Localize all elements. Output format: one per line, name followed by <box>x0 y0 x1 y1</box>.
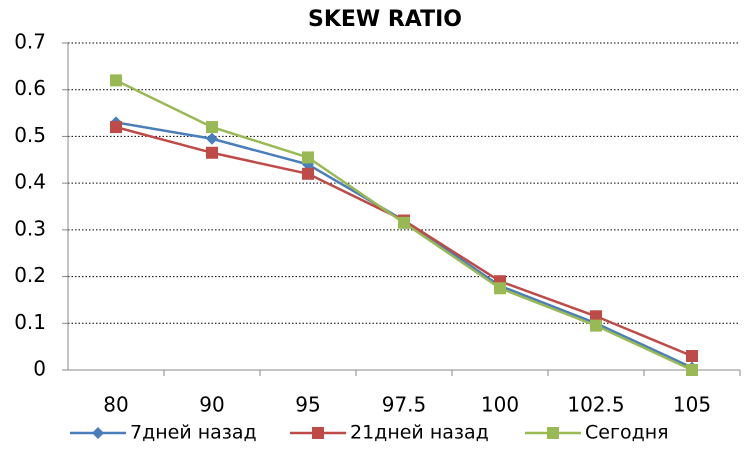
x-tick-label: 80 <box>103 393 128 417</box>
point <box>686 364 698 376</box>
chart-title: SKEW RATIO <box>308 7 462 32</box>
point <box>92 427 104 439</box>
y-tick-label: 0 <box>33 357 46 381</box>
point <box>206 121 218 134</box>
point <box>686 349 698 362</box>
y-tick-label: 0.7 <box>14 30 46 54</box>
point <box>398 216 410 229</box>
legend-label: 7дней назад <box>130 422 257 444</box>
point <box>206 132 218 145</box>
point <box>312 427 324 439</box>
x-tick-label: 100 <box>481 393 519 417</box>
point <box>302 151 314 164</box>
point <box>547 427 559 439</box>
y-tick-label: 0.1 <box>14 310 46 334</box>
point <box>494 282 506 295</box>
point <box>110 121 122 134</box>
x-tick-label: 97.5 <box>382 393 427 417</box>
y-tick-label: 0.6 <box>14 76 46 100</box>
y-tick-label: 0.5 <box>14 123 46 147</box>
point <box>302 167 314 180</box>
x-tick-label: 95 <box>295 393 320 417</box>
series-line <box>115 125 693 358</box>
x-tick-label: 105 <box>673 393 711 417</box>
y-tick-label: 0.3 <box>14 216 46 240</box>
x-tick-label: 90 <box>199 393 224 417</box>
point <box>110 74 122 87</box>
point <box>590 319 602 332</box>
legend-label: Сегодня <box>585 422 669 444</box>
y-tick-label: 0.4 <box>14 170 46 194</box>
legend-label: 21дней назад <box>350 422 489 444</box>
point <box>590 310 602 323</box>
point <box>206 146 218 159</box>
y-tick-label: 0.2 <box>14 263 46 287</box>
x-tick-label: 102.5 <box>567 393 624 417</box>
